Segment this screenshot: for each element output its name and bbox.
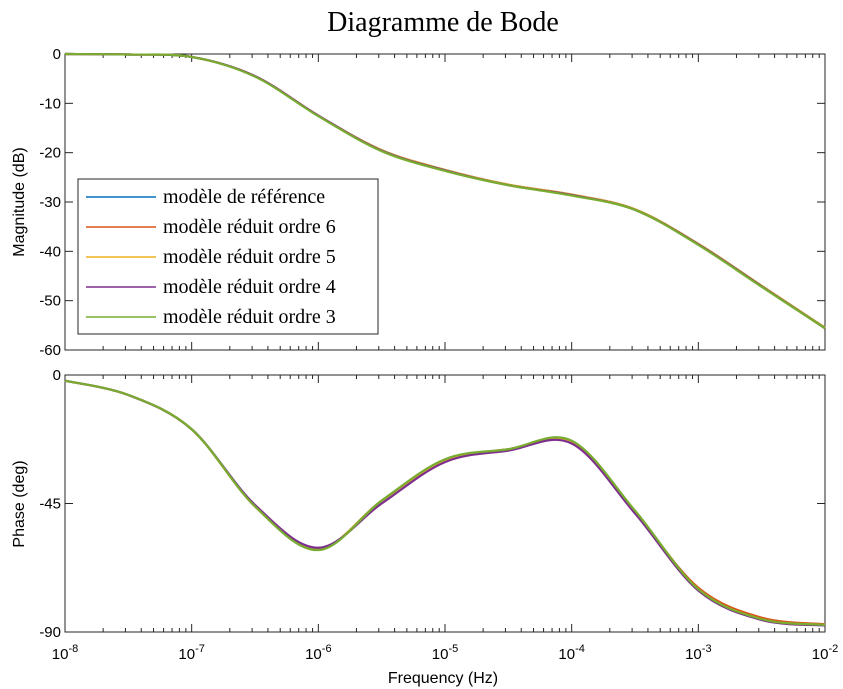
phase-series-line [64, 379, 826, 626]
phase-y-tick-label: -45 [39, 496, 61, 513]
legend-label: modèle de référence [163, 186, 325, 208]
phase-y-tick-label: -90 [39, 624, 61, 641]
chart-title: Diagramme de Bode [327, 7, 559, 38]
phase-axes-box [64, 374, 826, 633]
x-tick-label: 10-5 [432, 643, 458, 663]
phase-y-label: Phase (deg) [11, 460, 28, 547]
legend-label: modèle réduit ordre 5 [163, 246, 336, 268]
phase-y-tick-label: 0 [53, 367, 61, 384]
x-axis-label: Frequency (Hz) [388, 670, 498, 687]
magnitude-y-tick-label: -30 [39, 194, 61, 211]
legend: modèle de référence modèle réduit ordre 6… [77, 178, 379, 335]
phase-panel: 0 -45 -90 Phase (deg) [11, 367, 826, 641]
x-tick-label: 10-6 [305, 643, 331, 663]
magnitude-y-label: Magnitude (dB) [11, 147, 28, 256]
magnitude-series-line [64, 52, 826, 330]
x-tick-label: 10-2 [812, 643, 838, 663]
x-tick-label: 10-3 [685, 643, 711, 663]
magnitude-y-tick-label: -10 [39, 95, 61, 112]
x-tick-labels: 10-8 10-7 10-6 10-5 10-4 10-3 10-2 [52, 643, 838, 663]
x-tick-label: 10-4 [558, 643, 584, 663]
legend-label: modèle réduit ordre 3 [163, 306, 336, 328]
magnitude-y-tick-label: 0 [53, 46, 61, 63]
magnitude-y-tick-label: -40 [39, 243, 61, 260]
magnitude-y-tick-label: -60 [39, 342, 61, 359]
legend-label: modèle réduit ordre 4 [163, 276, 336, 298]
magnitude-y-tick-label: -50 [39, 293, 61, 310]
magnitude-y-tick-label: -20 [39, 145, 61, 162]
legend-label: modèle réduit ordre 6 [163, 216, 336, 238]
x-tick-label: 10-7 [178, 643, 204, 663]
x-tick-label: 10-8 [52, 643, 78, 663]
